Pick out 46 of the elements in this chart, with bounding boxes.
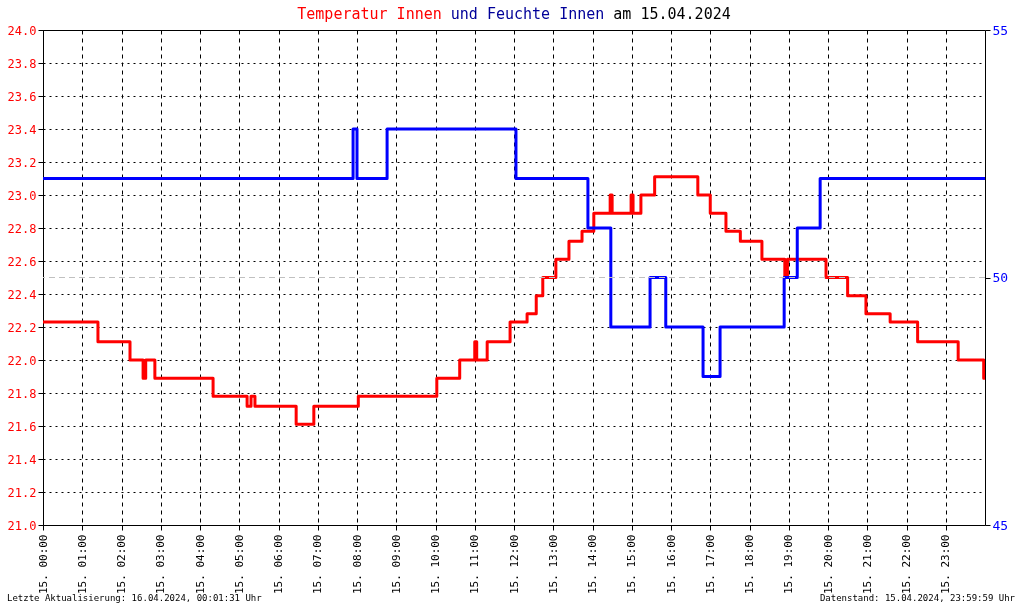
x-tick-label: 15. 21:00 — [860, 534, 874, 595]
y-tick-label: 22.4 — [7, 287, 37, 302]
y-tick-label: 21.8 — [7, 386, 37, 401]
y-tick-label: 23.2 — [7, 155, 37, 170]
x-tick-label: 15. 23:00 — [939, 534, 953, 595]
y-tick-label: 23.0 — [7, 188, 37, 203]
y-tick-label: 21.0 — [7, 518, 37, 533]
x-tick-label: 15. 09:00 — [389, 534, 403, 595]
x-tick-label: 15. 19:00 — [782, 534, 796, 595]
y-tick-label: 22.6 — [7, 254, 37, 269]
y-tick-label: 21.6 — [7, 419, 37, 434]
x-tick-label: 15. 02:00 — [115, 534, 128, 595]
x-tick-label: 15. 12:00 — [507, 534, 521, 595]
x-tick-label: 15. 14:00 — [586, 534, 599, 595]
text: Letzte Aktualisierung: 16.04.2024, 00:01:31 Uhr — [7, 593, 263, 603]
x-tick-label: 15. 18:00 — [743, 534, 756, 595]
x-tick-label: 15. 00:00 — [36, 534, 50, 595]
y2-tick-label: 50 — [992, 270, 1009, 285]
y-tick-label: 22.2 — [7, 320, 37, 335]
x-tick-label: 15. 08:00 — [350, 534, 364, 595]
x-tick-label: 15. 20:00 — [821, 534, 835, 595]
x-tick-label: 15. 22:00 — [900, 534, 913, 595]
x-tick-label: 15. 06:00 — [272, 534, 285, 595]
y-tick-label: 21.2 — [7, 485, 37, 500]
x-tick-label: 15. 03:00 — [154, 534, 168, 595]
y-tick-label: 23.6 — [7, 89, 37, 104]
x-tick-label: 15. 05:00 — [232, 534, 246, 595]
y-tick-label: 23.4 — [7, 122, 37, 137]
y2-tick-label: 45 — [992, 517, 1009, 533]
x-tick-label: 15. 10:00 — [429, 534, 442, 595]
text: Datenstand: 15.04.2024, 23:59:59 Uhr — [819, 593, 1016, 603]
x-tick-label: 15. 13:00 — [546, 534, 560, 595]
x-tick-label: 15. 04:00 — [193, 534, 207, 595]
y-tick-label: 24.0 — [7, 23, 37, 38]
x-tick-label: 15. 07:00 — [311, 534, 325, 595]
y-tick-label: 21.4 — [7, 452, 37, 467]
y-tick-label: 23.8 — [7, 56, 37, 71]
x-tick-label: 15. 15:00 — [625, 534, 639, 595]
x-tick-label: 15. 17:00 — [703, 534, 717, 595]
chart-title: Temperatur Innen und Feuchte Innen am 15.04.2024 — [297, 5, 731, 23]
x-tick-label: 15. 16:00 — [664, 534, 678, 595]
y-tick-label: 22.8 — [7, 221, 37, 236]
x-tick-label: 15. 01:00 — [75, 534, 89, 595]
y2-tick-label: 55 — [992, 22, 1009, 38]
y-tick-label: 22.0 — [7, 353, 37, 368]
x-tick-label: 15. 11:00 — [468, 534, 482, 595]
